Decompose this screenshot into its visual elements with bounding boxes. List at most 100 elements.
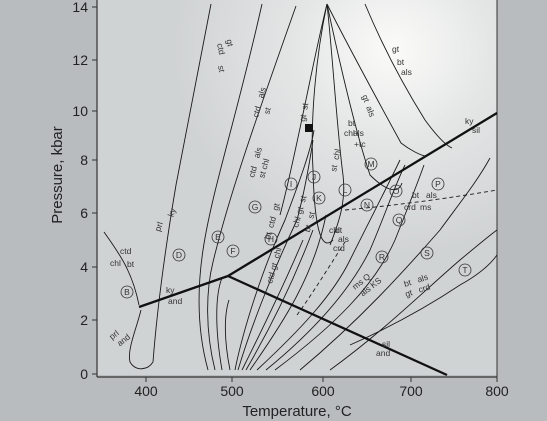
label-gt-st: gt st [297,102,310,123]
svg-text:crd: crd [333,243,345,253]
field-J: J [307,170,321,184]
svg-text:I: I [290,179,292,189]
svg-text:E: E [215,232,221,242]
label-ky-and: ky and [166,285,182,306]
svg-text:ctd: ctd [215,42,227,55]
field-G: G [248,200,262,214]
svg-text:als: als [416,272,429,285]
svg-text:F: F [230,246,235,256]
svg-text:st: st [328,163,339,172]
svg-text:gt: gt [297,113,308,122]
svg-text:bt: bt [403,277,413,289]
svg-text:and: and [168,296,182,306]
y-tick-label: 6 [80,205,88,221]
label-chl-gt-st: chl gt st [290,194,308,229]
x-tick-labels: 400 500 600 700 800 [134,383,509,399]
svg-text:M: M [367,159,374,169]
svg-text:ky: ky [465,116,474,126]
svg-text:chl: chl [271,246,284,259]
label-ctd-als-st: ctd als st [250,86,273,119]
label-bt-als-crd-ms: bt als crd ms [404,190,437,212]
svg-text:P: P [435,179,441,189]
label-gt-als-upper: gt als [360,93,377,118]
svg-text:S: S [424,248,430,258]
svg-text:gt: gt [392,44,400,54]
label-st-chl: st chl [328,148,343,173]
svg-text:prl: prl [152,220,164,232]
svg-text:ctd: ctd [250,105,263,119]
field-I: I [284,177,298,191]
svg-text:ky: ky [166,285,175,295]
field-L: L [338,183,352,197]
field-B: B [120,285,134,299]
svg-text:chl: chl [331,148,343,161]
svg-text:als: als [426,190,437,200]
svg-text:ctd: ctd [265,215,278,229]
field-Q: Q [392,213,406,227]
label-gt-bt-als: gt bt als [392,44,412,77]
svg-text:H: H [268,234,274,244]
svg-text:D: D [176,250,182,260]
x-axis-title: Temperature, °C [242,403,352,420]
label-ctd-gt: ctd gt [215,38,236,55]
label-st: st [216,65,227,74]
svg-text:T: T [462,265,467,275]
svg-text:gt: gt [268,261,280,271]
x-tick-label: 600 [311,383,335,399]
y-axis-title: Pressure, kbar [49,126,66,224]
field-E: E [211,230,225,244]
field-T: T [458,263,472,277]
svg-text:bt: bt [335,225,343,235]
field-D: D [172,248,186,262]
svg-text:crd: crd [404,202,416,212]
svg-text:R: R [379,252,385,262]
svg-text:als: als [353,128,364,138]
svg-text:ky: ky [166,206,178,218]
y-tick-label: 2 [80,312,88,328]
field-R: R [375,250,389,264]
label-bt-als-gt-crd: bt als gt crd [403,272,432,299]
x-tick-label: 700 [399,383,423,399]
svg-text:Q: Q [396,215,403,225]
svg-text:sil: sil [382,339,390,349]
label-sil-and: sil and [376,339,390,358]
svg-text:als: als [338,234,349,244]
svg-text:als: als [364,105,377,119]
label-chl-bt-als-crd: chl bt als crd [329,225,349,253]
field-P: P [431,177,445,191]
dashed-reactions [296,189,498,316]
label-ctd-gt-chl: ctd gt chl [264,246,283,284]
svg-text:J: J [312,172,316,182]
svg-text:gt: gt [360,93,372,104]
svg-text:bt: bt [127,259,135,269]
svg-text:chl: chl [290,215,303,228]
svg-text:bt: bt [348,118,356,128]
y-tick-label: 14 [72,0,88,15]
label-bt-chl-als-tc: bt chl als +tc [344,118,366,149]
svg-text:ms: ms [420,202,431,212]
svg-text:chl: chl [110,258,121,268]
field-letters: B D E F G H I J K L M N O P Q R S T [120,157,472,299]
y-tick-label: 4 [80,259,88,275]
tick-marks [92,6,498,382]
svg-text:+tc: +tc [354,139,366,149]
svg-text:G: G [252,202,259,212]
reaction-curves [103,3,498,371]
svg-text:bt: bt [397,57,405,67]
x-tick-label: 500 [220,383,244,399]
svg-text:chl: chl [344,128,355,138]
svg-text:bt: bt [262,230,274,240]
svg-text:gt: gt [270,201,282,211]
y-tick-label: 0 [80,366,88,382]
svg-text:sil: sil [472,125,480,135]
svg-text:chl: chl [329,225,340,235]
svg-text:K: K [316,193,322,203]
svg-text:O: O [393,186,400,196]
svg-text:B: B [124,287,130,297]
x-tick-label: 800 [485,383,509,399]
svg-text:N: N [364,200,370,210]
label-ky-sil: ky sil [465,116,480,135]
y-tick-label: 8 [80,152,88,168]
svg-text:L: L [343,185,348,195]
